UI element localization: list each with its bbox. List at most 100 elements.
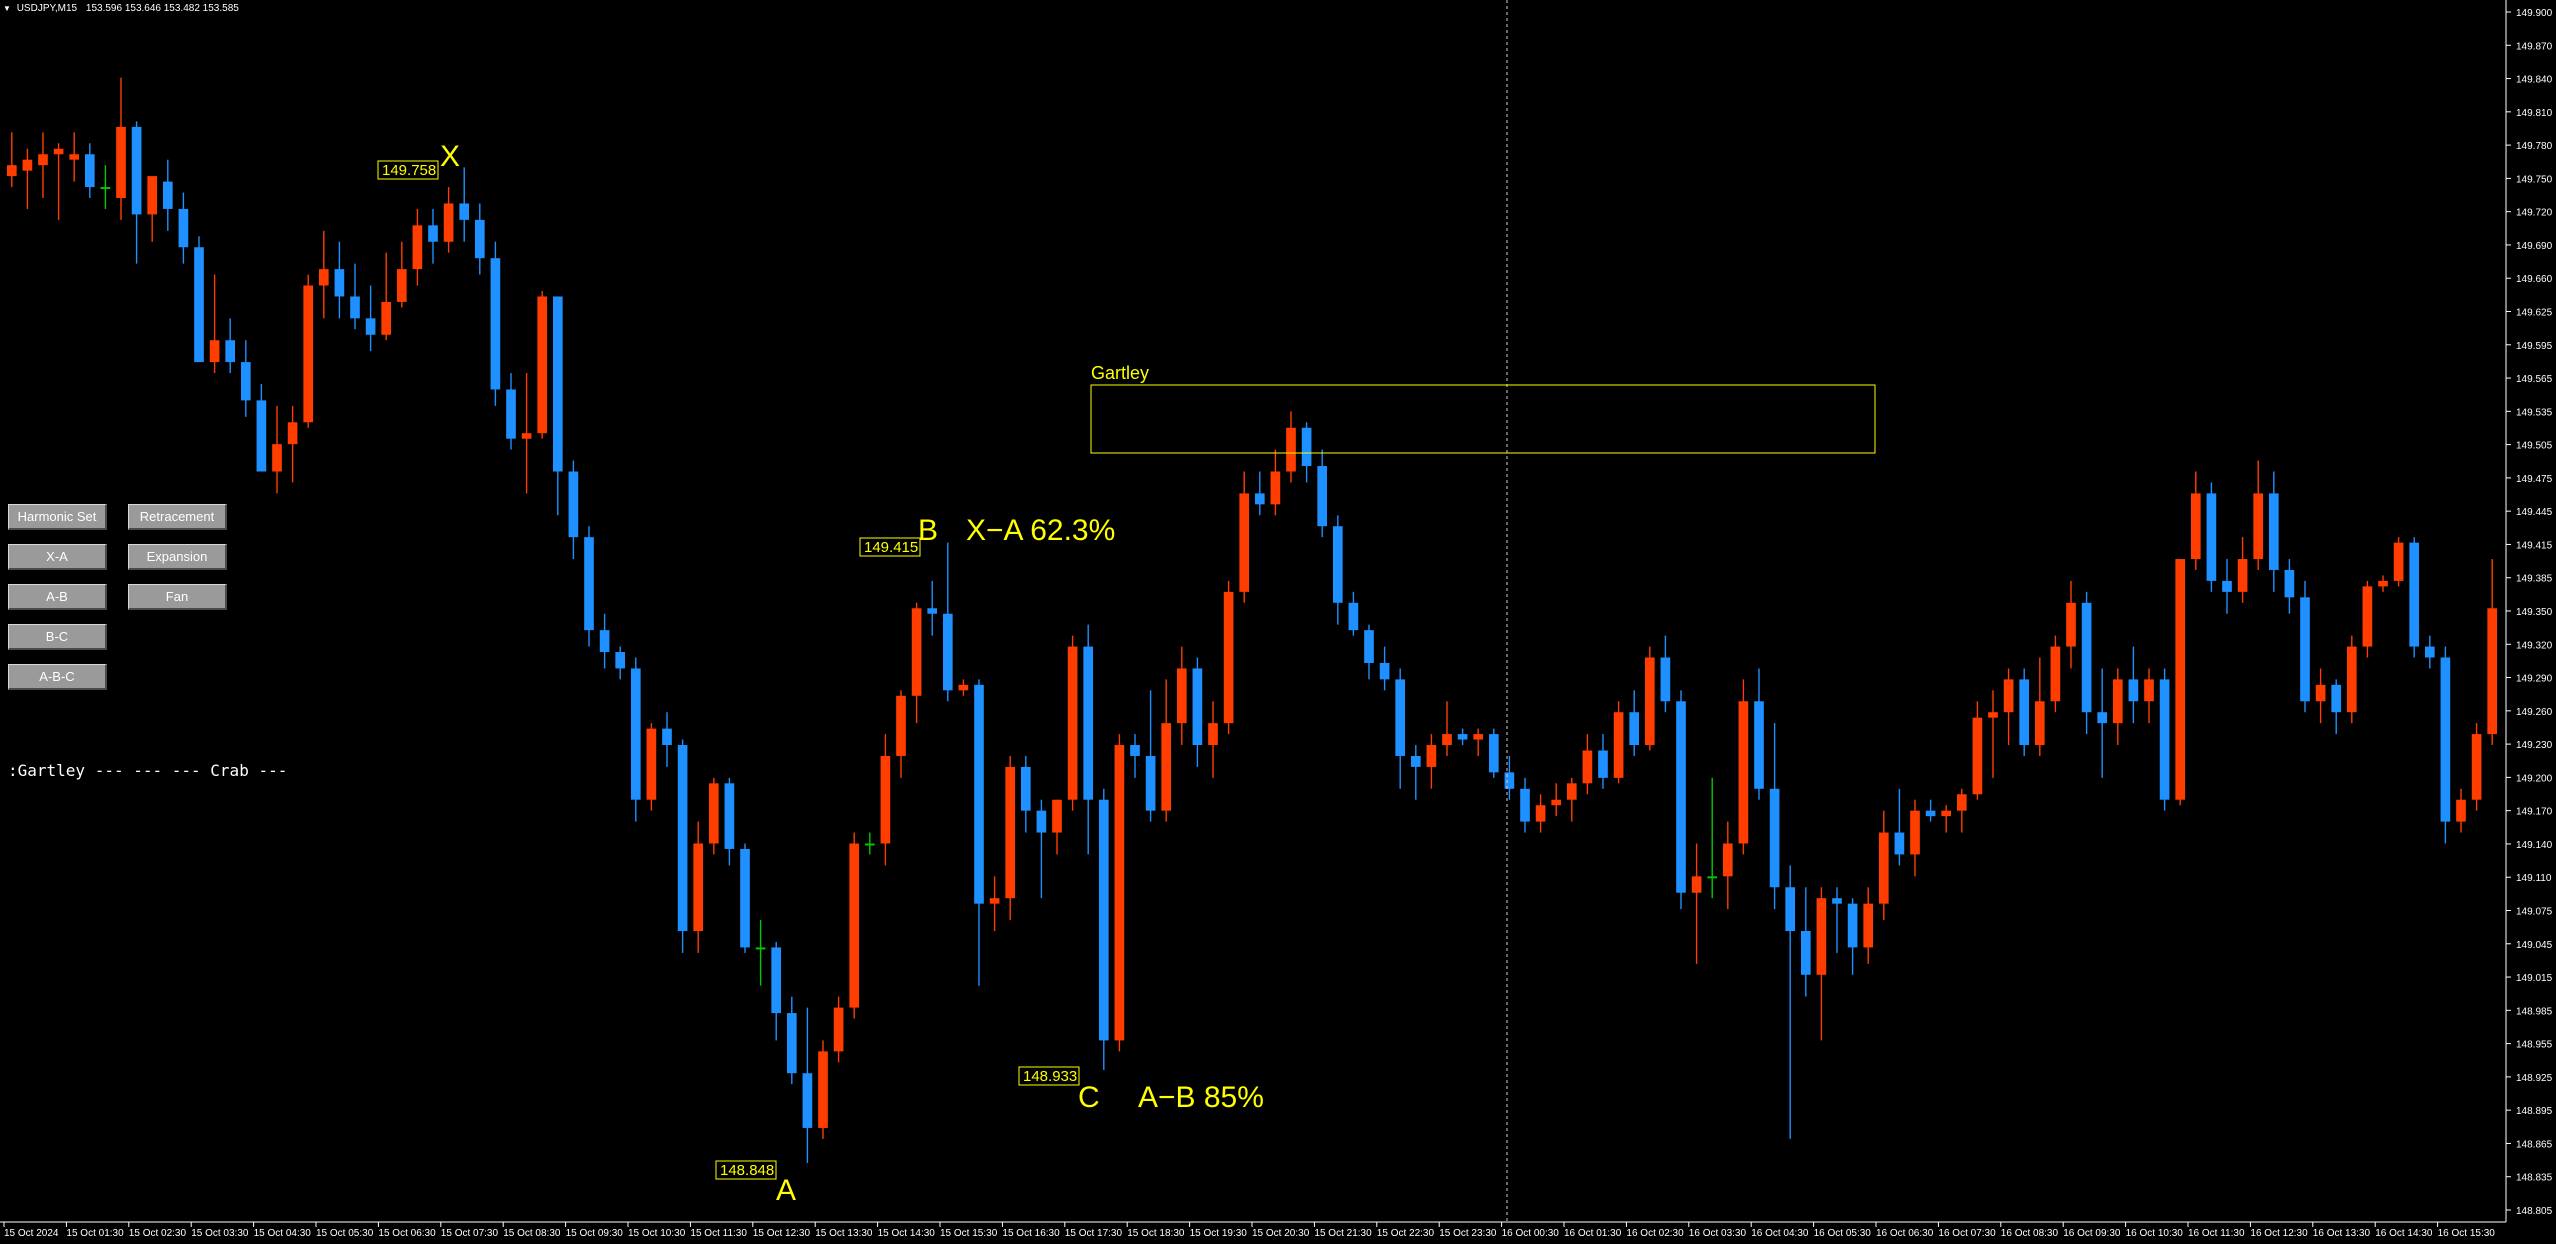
candle	[2315, 668, 2326, 724]
candle	[350, 263, 360, 330]
candle	[2424, 635, 2435, 669]
a-b-c-button[interactable]: A-B-C	[8, 664, 107, 690]
price-label: 149.045	[2516, 940, 2553, 951]
time-label: 16 Oct 01:30	[1564, 1228, 1622, 1239]
candle	[2346, 635, 2357, 724]
candle-body	[646, 728, 657, 800]
candle-body	[240, 362, 251, 401]
price-label: 148.835	[2516, 1173, 2553, 1184]
candle	[147, 176, 158, 242]
candle	[584, 526, 594, 647]
candle-body	[1660, 657, 1671, 702]
candle	[303, 274, 314, 428]
candle-body	[537, 296, 548, 434]
candle	[256, 383, 267, 472]
candle	[615, 646, 626, 680]
candle-body	[1988, 712, 1998, 718]
candle	[1644, 646, 1655, 751]
expansion-button[interactable]: Expansion	[128, 544, 227, 570]
candle	[521, 373, 532, 494]
x-a-button[interactable]: X-A	[8, 544, 107, 570]
time-label: 16 Oct 15:30	[2438, 1228, 2496, 1239]
candle	[1894, 788, 1905, 866]
gartley-zone-box[interactable]	[1090, 384, 1876, 454]
candle	[1535, 794, 1546, 833]
b-c-button[interactable]: B-C	[8, 624, 107, 650]
time-label: 15 Oct 05:30	[316, 1228, 374, 1239]
candle	[1956, 788, 1967, 833]
candle	[1738, 679, 1749, 855]
harmonic-set-button[interactable]: Harmonic Set	[8, 504, 107, 530]
candle	[2268, 471, 2279, 592]
candle	[2300, 580, 2310, 713]
price-label: 149.720	[2516, 208, 2553, 219]
candle	[1925, 799, 1936, 822]
candle	[1130, 734, 1140, 778]
collapse-triangle-icon[interactable]: ▼	[3, 4, 11, 13]
candle-body	[1754, 701, 1764, 789]
candle-body	[942, 613, 953, 691]
time-label: 15 Oct 14:30	[878, 1228, 936, 1239]
harmonic-point-x: 149.758 X	[377, 140, 460, 180]
candle-body	[2253, 493, 2264, 560]
candle	[1660, 635, 1671, 713]
candle-body	[1941, 810, 1952, 817]
candle-body	[989, 898, 1000, 904]
price-label: 149.690	[2516, 241, 2553, 252]
time-label: 16 Oct 05:30	[1814, 1228, 1872, 1239]
candle	[2378, 575, 2388, 592]
price-tag-box	[377, 160, 439, 180]
retracement-button[interactable]: Retracement	[128, 504, 227, 530]
candle	[833, 996, 844, 1063]
candle	[599, 613, 610, 669]
candle-body	[677, 745, 688, 932]
price-tag-box	[1018, 1066, 1080, 1086]
candle	[443, 187, 454, 253]
candle	[1863, 887, 1874, 964]
candle-body	[272, 444, 282, 472]
price-label: 149.565	[2516, 374, 2553, 385]
candle	[864, 832, 875, 855]
candle-body	[1691, 876, 1702, 893]
candle	[2284, 559, 2295, 614]
candle-body	[1722, 843, 1733, 877]
candle-body	[630, 668, 641, 800]
candle-body	[303, 285, 314, 423]
candle-body	[474, 219, 485, 259]
ohlc-values: 153.596 153.646 153.482 153.585	[85, 3, 239, 14]
candle	[2003, 668, 2014, 746]
point-letter: X	[440, 140, 460, 173]
candle-body	[974, 684, 984, 904]
candle-body	[428, 225, 438, 242]
price-label: 148.955	[2516, 1040, 2553, 1051]
candle-body	[209, 340, 220, 363]
candle-body	[818, 1051, 828, 1128]
price-label: 149.075	[2516, 907, 2553, 918]
candle	[1442, 701, 1452, 756]
candle-body	[849, 843, 860, 1008]
a-b-button[interactable]: A-B	[8, 584, 107, 610]
candle-body	[412, 225, 423, 270]
point-letter: B	[918, 514, 938, 547]
time-label: 16 Oct 11:30	[2188, 1228, 2245, 1239]
candle-body	[2378, 580, 2388, 587]
candle	[1317, 449, 1328, 538]
fan-button[interactable]: Fan	[128, 584, 227, 610]
time-label: 16 Oct 12:30	[2250, 1228, 2308, 1239]
candle	[646, 723, 657, 811]
time-label: 15 Oct 02:30	[129, 1228, 187, 1239]
time-label: 16 Oct 10:30	[2126, 1228, 2184, 1239]
candle-body	[693, 843, 704, 932]
candle-body	[724, 783, 735, 849]
time-label: 16 Oct 04:30	[1751, 1228, 1809, 1239]
time-label: 15 Oct 13:30	[815, 1228, 873, 1239]
price-label: 149.110	[2516, 873, 2552, 884]
candle	[2128, 646, 2139, 724]
candle-body	[2393, 542, 2404, 581]
time-label: 16 Oct 09:30	[2063, 1228, 2121, 1239]
candle-body	[1239, 493, 1250, 592]
